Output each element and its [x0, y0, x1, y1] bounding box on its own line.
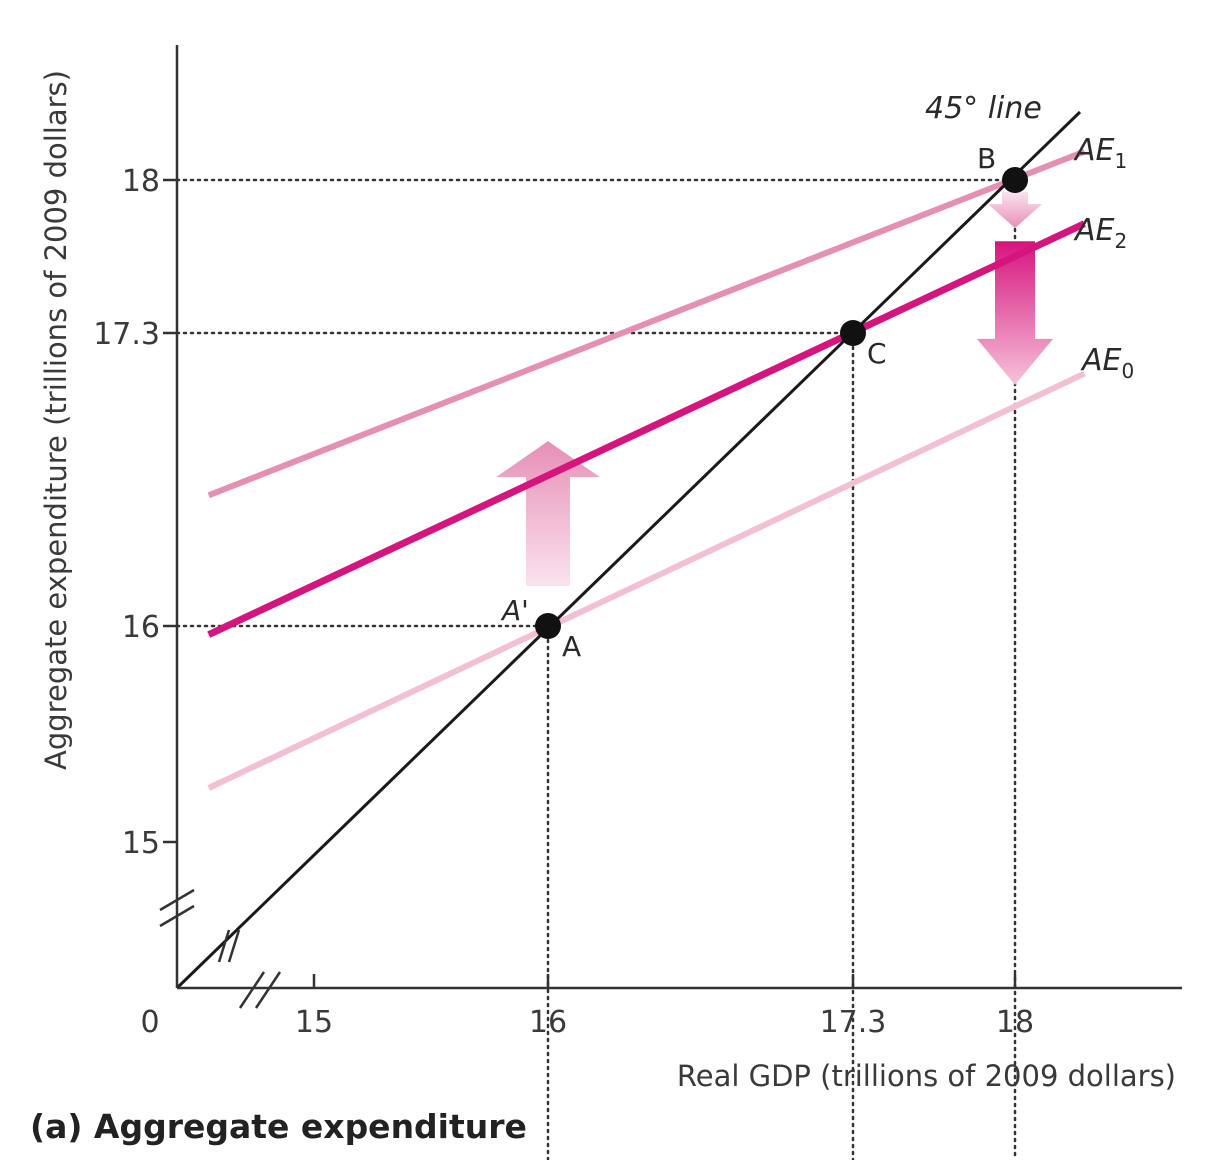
x-tick-label-18: 18: [996, 1005, 1034, 1040]
point-label-a-prime: A': [500, 594, 529, 627]
y-axis-title: Aggregate expenditure (trillions of 2009…: [39, 70, 73, 770]
curve-label-ae0: AE0: [1080, 343, 1134, 383]
point-label-b: B: [977, 142, 996, 175]
x-axis-break-mark-2: [254, 971, 282, 1009]
y-tick-label-17-3: 17.3: [93, 317, 160, 352]
point-label-a: A: [562, 630, 581, 663]
y-tick-label-16: 16: [122, 610, 160, 645]
shift-arrow-down-2: [988, 192, 1042, 229]
curve-label-ae2: AE2: [1073, 213, 1127, 253]
panel-title: (a) Aggregate expenditure: [30, 1107, 527, 1146]
diagonal-break-mark-1: [217, 929, 231, 963]
shift-arrow-down-3: [977, 241, 1053, 385]
x-tick-label-16: 16: [529, 1005, 567, 1040]
curve-ae1: [207, 148, 1086, 499]
curve-ae2: [207, 220, 1086, 638]
x-axis-break-mark-1: [238, 971, 266, 1009]
point-a: [535, 613, 561, 639]
diagonal-break-mark-2: [227, 929, 241, 963]
x-axis-title: Real GDP (trillions of 2009 dollars): [677, 1059, 1176, 1093]
y-axis-break-mark-1: [159, 888, 195, 912]
curve-label-45-line: 45° line: [925, 91, 1042, 126]
curve-label-ae1: AE1: [1073, 133, 1127, 173]
point-label-c: C: [867, 337, 887, 370]
origin-label: 0: [140, 1005, 159, 1040]
x-tick-label-17-3: 17.3: [820, 1005, 887, 1040]
point-b: [1002, 167, 1028, 193]
y-tick-label-15: 15: [122, 826, 160, 861]
point-c: [840, 320, 866, 346]
shift-arrow-up-1: [496, 441, 600, 586]
curve-45-line: [175, 110, 1082, 990]
y-tick-label-18: 18: [122, 164, 160, 199]
y-axis-break-mark-2: [159, 904, 195, 928]
x-tick-label-15: 15: [295, 1005, 333, 1040]
curve-ae0: [207, 370, 1086, 791]
